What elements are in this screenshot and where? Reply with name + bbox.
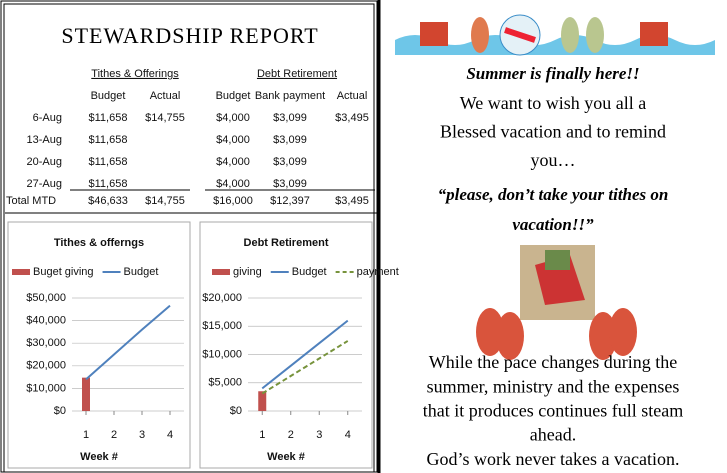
cell: $3,495 [335,112,369,124]
column-header: Actual [150,90,181,102]
row-label: 13-Aug [27,134,62,146]
chart-title: Tithes & offerngs [54,237,144,249]
cell: $3,099 [273,178,307,190]
y-tick-label: $0 [230,405,242,417]
row-label: Total MTD [6,195,56,207]
x-tick-label: 2 [288,429,294,441]
cell: $4,000 [216,156,250,168]
cell: $14,755 [145,195,185,207]
row-label: 27-Aug [27,178,62,190]
y-tick-label: $30,000 [26,337,66,349]
quote-line: vacation!!” [512,215,594,234]
legend-label: Buget giving [33,266,94,278]
quote-line: “please, don’t take your tithes on [438,185,669,204]
legend-label: giving [233,266,262,278]
body-line: that it produces continues full steam [423,401,683,421]
cell: $11,658 [89,156,128,168]
body-line: While the pace changes during the [429,352,677,372]
y-tick-label: $15,000 [202,320,242,332]
x-tick-label: 4 [167,429,173,441]
x-axis-label: Week # [267,451,305,463]
body-line: summer, ministry and the expenses [427,376,680,396]
row-label: 20-Aug [27,156,62,168]
page: STEWARDSHIP REPORT Tithes & Offerings Deb… [0,0,727,473]
y-tick-label: $10,000 [202,348,242,360]
flyer-line: We want to wish you all a [460,93,647,113]
column-header: Bank payment [255,90,325,102]
cell: $11,658 [89,178,128,190]
cell: $3,495 [335,195,369,207]
cell: $12,397 [270,195,310,207]
x-tick-label: 1 [83,429,89,441]
x-tick-label: 4 [345,429,351,441]
report-title: STEWARDSHIP REPORT [61,23,318,48]
headline: Summer is finally here!! [466,64,639,83]
cell: $16,000 [213,195,253,207]
y-tick-label: $0 [54,405,66,417]
beach-banner [395,15,715,55]
cell: $3,099 [273,134,307,146]
line-series [262,341,348,394]
column-header: Budget [216,90,251,102]
y-tick-label: $50,000 [26,292,66,304]
body-line: ahead. [530,425,576,445]
column-header: Actual [337,90,368,102]
y-tick-label: $5,000 [208,377,242,389]
cell: $46,633 [88,195,128,207]
cell: $11,658 [89,112,128,124]
bar [258,391,266,411]
cell: $3,099 [273,112,307,124]
group-header: Tithes & Offerings [91,68,179,80]
x-tick-label: 3 [316,429,322,441]
legend-swatch [212,269,230,275]
chair-picture [520,245,595,320]
flyer-line: you… [531,150,576,170]
cell: $4,000 [216,112,250,124]
flyer-line: Blessed vacation and to remind [440,122,666,142]
row-label: 6-Aug [33,112,62,124]
x-tick-label: 1 [259,429,265,441]
x-axis-label: Week # [80,451,118,463]
legend-label: payment [357,266,399,278]
y-tick-label: $20,000 [202,292,242,304]
y-tick-label: $10,000 [26,382,66,394]
legend-label: Budget [124,266,159,278]
line-series [86,306,170,380]
legend-swatch [12,269,30,275]
cell: $11,658 [89,134,128,146]
column-header: Budget [91,90,126,102]
x-tick-label: 2 [111,429,117,441]
body-line: God’s work never takes a vacation. [427,449,680,469]
x-tick-label: 3 [139,429,145,441]
group-header: Debt Retirement [257,68,337,80]
cell: $4,000 [216,178,250,190]
chart-title: Debt Retirement [244,237,329,249]
cell: $14,755 [145,112,185,124]
bar [82,378,90,411]
legend-label: Budget [292,266,327,278]
cell: $3,099 [273,156,307,168]
cell: $4,000 [216,134,250,146]
y-tick-label: $20,000 [26,360,66,372]
y-tick-label: $40,000 [26,315,66,327]
